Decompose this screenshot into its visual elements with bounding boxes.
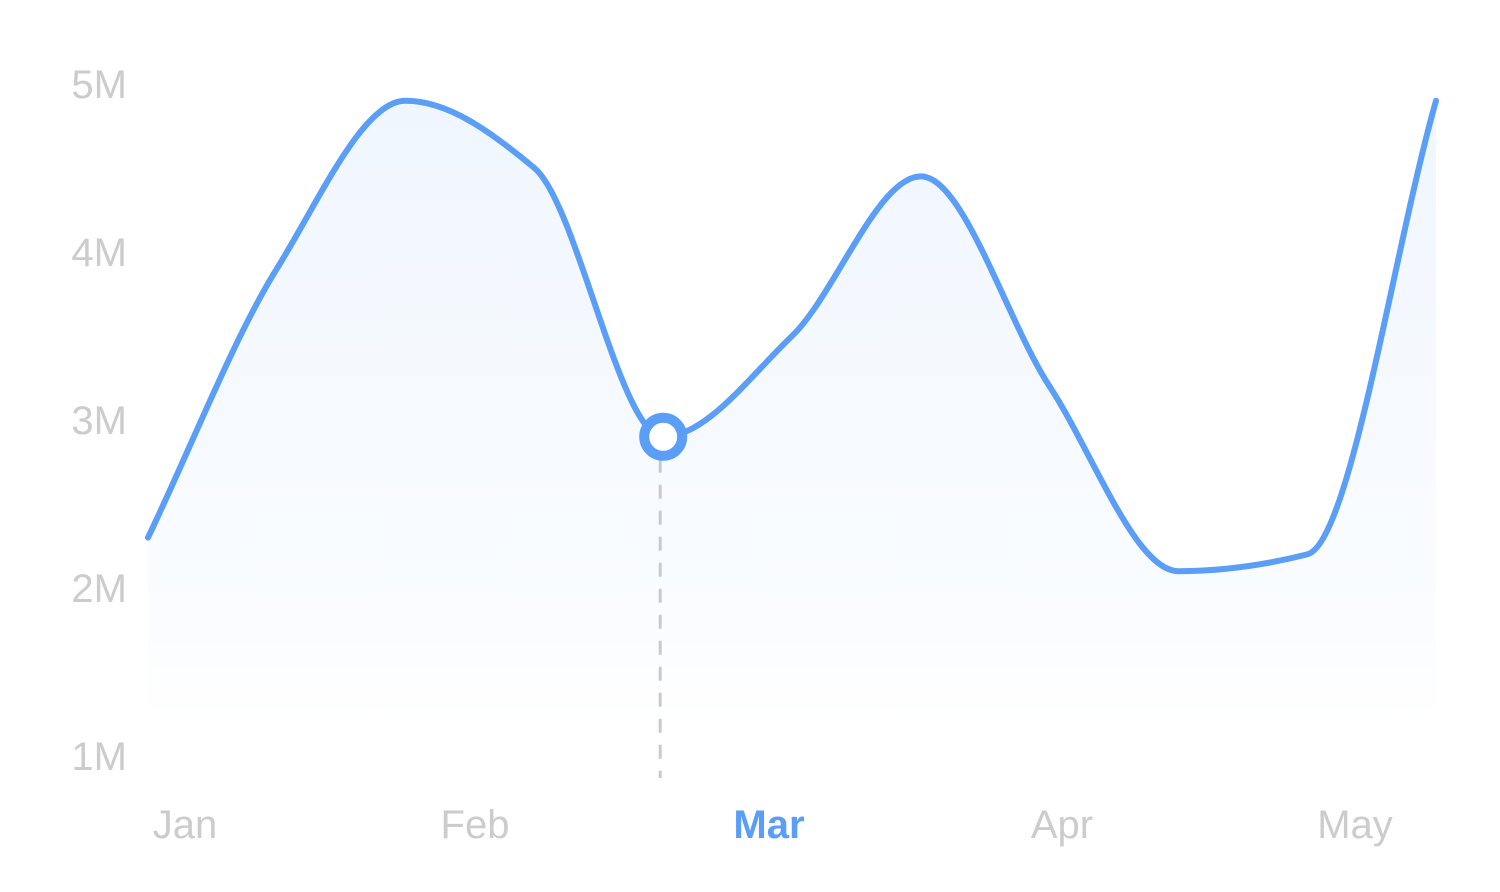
x-tick-label-may[interactable]: May (1317, 803, 1393, 847)
x-tick-label-jan[interactable]: Jan (153, 803, 218, 847)
y-tick-label: 3M (71, 399, 127, 443)
y-axis: 1M 2M 3M 4M 5M (71, 63, 127, 779)
data-point[interactable] (1044, 380, 1056, 392)
data-point[interactable] (1301, 548, 1313, 560)
data-point[interactable] (271, 263, 283, 275)
x-tick-label-apr[interactable]: Apr (1031, 803, 1093, 847)
data-point[interactable] (528, 162, 540, 174)
x-axis: Jan Feb Mar Apr May (153, 803, 1393, 847)
y-tick-label: 4M (71, 231, 127, 275)
x-tick-label-mar[interactable]: Mar (733, 803, 804, 847)
y-tick-label: 5M (71, 63, 127, 107)
y-tick-label: 2M (71, 567, 127, 611)
data-point[interactable] (400, 95, 412, 107)
y-tick-label: 1M (71, 735, 127, 779)
data-point[interactable] (142, 532, 154, 544)
series-area-fill (148, 100, 1436, 721)
x-tick-label-feb[interactable]: Feb (441, 803, 510, 847)
series-line (145, 97, 1439, 575)
data-point[interactable] (786, 330, 798, 342)
data-point[interactable] (1430, 95, 1442, 107)
data-point[interactable] (1172, 565, 1184, 577)
data-point[interactable] (915, 170, 927, 182)
highlight-point-marker[interactable] (639, 412, 688, 461)
plot-area (142, 95, 1442, 778)
